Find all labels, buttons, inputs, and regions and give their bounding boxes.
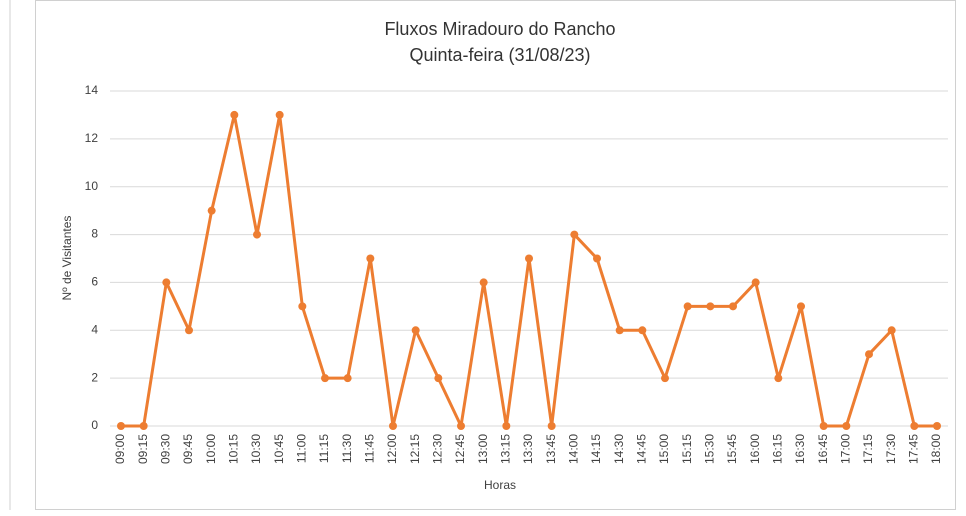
y-tick-label: 12 xyxy=(85,131,99,145)
data-point xyxy=(729,302,737,311)
data-point xyxy=(411,326,420,335)
x-tick-label: 15:45 xyxy=(725,434,739,464)
chart-subtitle: Quinta-feira (31/08/23) xyxy=(409,45,590,65)
y-tick-label: 0 xyxy=(91,418,98,432)
x-tick-label: 15:15 xyxy=(680,434,694,464)
data-point xyxy=(525,254,533,263)
x-tick-label: 15:30 xyxy=(703,434,717,464)
data-point xyxy=(389,422,397,430)
y-tick-label: 8 xyxy=(91,227,98,241)
y-tick-label: 6 xyxy=(91,275,98,289)
x-tick-label: 12:15 xyxy=(408,434,422,464)
x-tick-label: 17:45 xyxy=(907,434,921,464)
x-tick-label: 13:30 xyxy=(521,434,535,464)
x-tick-label: 16:00 xyxy=(748,434,762,464)
x-tick-label: 12:00 xyxy=(385,434,399,464)
y-tick-label: 14 xyxy=(85,83,99,97)
data-point xyxy=(117,422,125,430)
data-point xyxy=(751,278,760,287)
x-tick-label: 12:30 xyxy=(431,434,445,464)
data-point xyxy=(706,302,715,311)
x-tick-label: 14:30 xyxy=(612,434,626,464)
y-tick-label: 4 xyxy=(91,322,98,336)
x-tick-label: 11:30 xyxy=(340,434,354,463)
x-tick-label: 16:30 xyxy=(793,434,807,464)
data-point xyxy=(615,326,624,335)
x-tick-label: 14:45 xyxy=(635,434,649,464)
y-tick-label: 10 xyxy=(85,179,99,193)
data-point xyxy=(457,422,465,430)
data-point xyxy=(343,374,352,383)
data-point xyxy=(366,254,375,263)
data-point xyxy=(933,422,941,430)
x-tick-label: 10:00 xyxy=(204,434,218,464)
data-point xyxy=(887,326,896,335)
data-point xyxy=(230,110,239,119)
x-tick-label: 11:45 xyxy=(363,434,377,463)
x-tick-label: 10:15 xyxy=(227,434,241,464)
x-tick-label: 15:00 xyxy=(657,434,671,464)
x-tick-label: 10:45 xyxy=(272,434,286,464)
data-point xyxy=(683,302,692,311)
data-point xyxy=(819,422,828,430)
x-tick-label: 14:00 xyxy=(567,434,581,464)
x-tick-label: 13:00 xyxy=(476,434,490,464)
data-point xyxy=(638,326,647,335)
data-point xyxy=(774,374,783,383)
x-tick-label: 09:00 xyxy=(113,434,127,464)
x-tick-label: 11:00 xyxy=(295,434,309,463)
x-tick-label: 16:45 xyxy=(816,434,830,464)
data-point xyxy=(253,230,261,239)
data-point xyxy=(797,302,805,311)
x-tick-label: 16:15 xyxy=(771,434,785,464)
x-tick-label: 17:00 xyxy=(839,434,853,464)
data-point xyxy=(139,422,148,430)
x-tick-label: 09:30 xyxy=(159,434,173,464)
chart-frame xyxy=(35,0,956,510)
x-tick-label: 13:15 xyxy=(499,434,513,464)
x-tick-label: 12:45 xyxy=(453,434,467,464)
data-point xyxy=(162,278,171,287)
x-tick-label: 09:45 xyxy=(181,434,195,464)
data-point xyxy=(434,374,443,383)
y-axis-label: Nº de Visitantes xyxy=(60,216,74,301)
data-point xyxy=(865,350,873,359)
data-point xyxy=(547,422,556,430)
x-axis-label: Horas xyxy=(484,478,516,492)
data-point xyxy=(842,422,851,430)
data-point xyxy=(570,230,579,239)
y-tick-label: 2 xyxy=(91,370,98,384)
data-point xyxy=(661,374,669,383)
data-point xyxy=(185,326,193,335)
chart-title: Fluxos Miradouro do Rancho xyxy=(384,19,615,39)
data-point xyxy=(275,110,284,119)
x-tick-label: 17:30 xyxy=(884,434,898,464)
x-tick-label: 14:15 xyxy=(589,434,603,464)
data-point xyxy=(910,422,919,430)
data-point xyxy=(207,206,216,215)
data-point xyxy=(321,374,329,383)
x-tick-label: 09:15 xyxy=(136,434,150,464)
x-tick-label: 10:30 xyxy=(249,434,263,464)
x-tick-label: 17:15 xyxy=(861,434,875,464)
data-point xyxy=(298,302,307,311)
data-point xyxy=(479,278,488,287)
data-point xyxy=(593,254,601,263)
x-tick-label: 11:15 xyxy=(317,434,331,463)
x-tick-label: 13:45 xyxy=(544,434,558,464)
x-tick-label: 18:00 xyxy=(929,434,943,464)
data-point xyxy=(502,422,511,430)
